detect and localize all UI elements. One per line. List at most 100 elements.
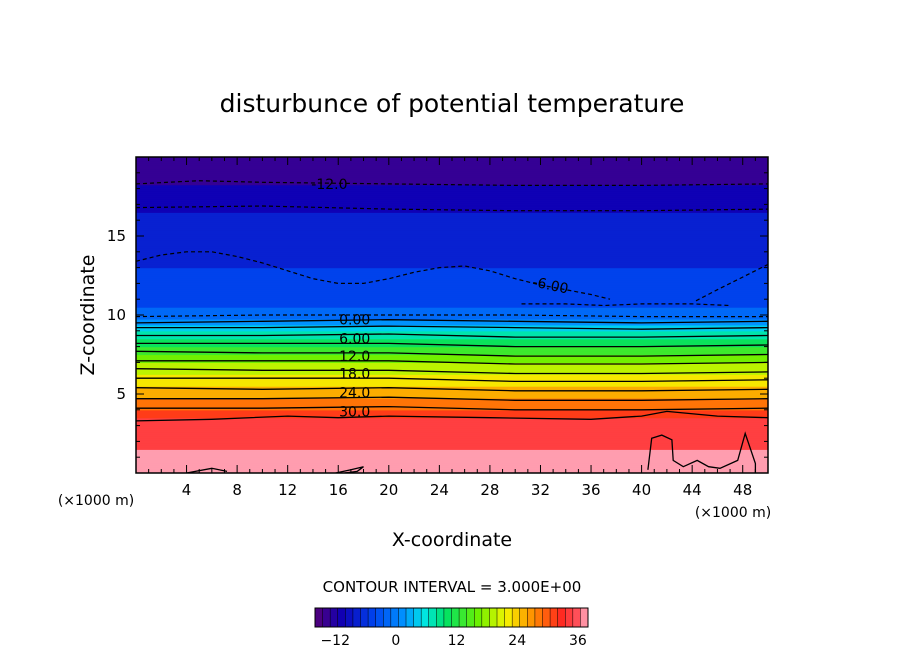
field-band	[136, 204, 768, 207]
contour-line	[647, 431, 757, 473]
field-band	[136, 358, 768, 362]
field-band	[136, 366, 768, 369]
field-band	[136, 283, 768, 286]
field-band	[136, 192, 768, 196]
field-band	[136, 224, 768, 227]
field-band	[136, 384, 768, 387]
field-band	[136, 257, 768, 261]
contour-line	[136, 325, 768, 330]
field-band	[136, 368, 768, 371]
contour-line	[136, 360, 768, 365]
colorbar-ticks: −12 0 12 24 36	[320, 633, 586, 649]
field-band	[136, 230, 768, 233]
colorbar-swatch	[466, 608, 475, 627]
x-tick-label: 8	[232, 481, 242, 499]
field-band	[136, 403, 768, 407]
y-tick-label: 5	[116, 385, 126, 403]
colorbar-swatch	[413, 608, 422, 627]
field-band	[136, 253, 768, 257]
field-band	[136, 164, 768, 168]
field-band	[136, 174, 768, 178]
contour-label: 12.0	[339, 349, 370, 365]
field-band	[136, 279, 768, 283]
field-band	[136, 447, 768, 450]
field-band	[136, 277, 768, 281]
field-band	[136, 374, 768, 377]
field-band	[136, 401, 768, 405]
field-band	[136, 425, 768, 429]
field-band	[136, 190, 768, 194]
field-band	[136, 439, 768, 442]
field-band	[136, 271, 768, 275]
x-tick-label: 32	[531, 481, 550, 499]
contour-interval-label: CONTOUR INTERVAL = 3.000E+00	[323, 578, 582, 596]
field-band	[136, 356, 768, 360]
colorbar-swatch	[534, 608, 543, 627]
x-tick-label: 24	[430, 481, 449, 499]
field-band	[136, 226, 768, 229]
x-tick-label: 48	[733, 481, 752, 499]
colorbar-swatch	[542, 608, 551, 627]
field-band	[136, 237, 768, 241]
field-band	[136, 399, 768, 403]
field-band	[136, 202, 768, 206]
field-band	[136, 457, 768, 460]
field-band	[136, 267, 768, 271]
x-tick-label: 12	[278, 481, 297, 499]
field-band	[136, 188, 768, 192]
contour-line	[136, 350, 768, 357]
field-band	[136, 332, 768, 336]
field-band	[136, 352, 768, 356]
field-band	[136, 346, 768, 350]
field-band	[136, 305, 768, 308]
colorbar-tick-label: 0	[391, 633, 400, 649]
x-tick-label: 28	[480, 481, 499, 499]
field-band	[136, 168, 768, 172]
contour-line	[521, 303, 731, 307]
colorbar-swatch	[489, 608, 498, 627]
field-band	[136, 222, 768, 225]
contour-line	[136, 314, 768, 318]
field-band	[136, 212, 768, 215]
field-band	[136, 340, 768, 344]
field-band	[136, 247, 768, 251]
field-band	[136, 232, 768, 235]
contour-label: -6.00	[531, 274, 570, 297]
colorbar-swatch	[565, 608, 574, 627]
field-band	[136, 348, 768, 352]
field-band	[136, 382, 768, 385]
field-band	[136, 364, 768, 367]
field-band	[136, 281, 768, 284]
y-tick-label: 10	[107, 306, 126, 324]
contour-label: 6.00	[339, 332, 370, 348]
field-band	[136, 461, 768, 464]
colorbar-swatch	[345, 608, 354, 627]
field-band	[136, 239, 768, 243]
field-band	[136, 269, 768, 273]
x-tick-label: 36	[581, 481, 600, 499]
y-ticks: 5 10 15	[107, 172, 768, 458]
field-band	[136, 170, 768, 174]
field-band	[136, 243, 768, 247]
colorbar-swatch	[497, 608, 505, 627]
contour-line	[136, 319, 768, 324]
field-band	[136, 194, 768, 198]
contour-label: 0.00	[339, 313, 370, 329]
field-band	[136, 172, 768, 176]
field-band	[136, 180, 768, 184]
colorbar-swatch	[352, 608, 361, 627]
x-tick-label: 4	[182, 481, 192, 499]
colorbar-swatch	[428, 608, 437, 627]
contour-line	[136, 377, 768, 383]
field-band	[136, 160, 768, 164]
field-band	[136, 451, 768, 454]
contour-line	[136, 396, 768, 401]
field-band	[136, 360, 768, 363]
contour-line	[335, 466, 364, 473]
contour-line	[136, 180, 768, 186]
field-band	[136, 463, 768, 466]
colorbar-swatch	[421, 608, 430, 627]
colorbar-swatch	[572, 608, 581, 627]
field-band	[136, 423, 768, 427]
